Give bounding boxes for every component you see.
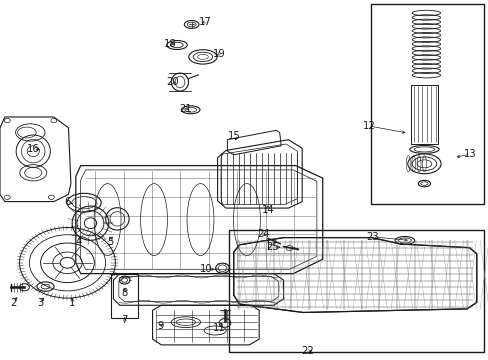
Text: 25: 25	[266, 242, 279, 252]
Text: 22: 22	[301, 346, 314, 356]
Text: 1: 1	[69, 298, 76, 308]
Text: 18: 18	[163, 39, 176, 49]
Text: 11: 11	[212, 323, 225, 333]
Text: 12: 12	[362, 121, 375, 131]
Text: 2: 2	[10, 298, 17, 308]
Bar	[370, 4, 483, 204]
Text: 14: 14	[261, 204, 274, 215]
Text: 24: 24	[256, 229, 269, 239]
Text: 17: 17	[199, 17, 211, 27]
Text: 6: 6	[64, 197, 71, 207]
Text: 23: 23	[366, 232, 378, 242]
Text: 19: 19	[212, 49, 225, 59]
Text: 8: 8	[122, 288, 127, 298]
Text: 15: 15	[228, 131, 241, 141]
Text: 20: 20	[165, 77, 178, 87]
Text: 3: 3	[37, 298, 43, 308]
Bar	[228, 230, 483, 352]
Bar	[111, 274, 138, 318]
Text: 16: 16	[27, 144, 40, 154]
Text: 21: 21	[179, 104, 192, 114]
Text: 9: 9	[157, 321, 163, 331]
Text: 10: 10	[200, 264, 212, 274]
Text: 4: 4	[75, 237, 81, 247]
Text: 13: 13	[463, 149, 476, 159]
Bar	[410, 85, 437, 144]
Text: 5: 5	[106, 237, 113, 247]
Text: 7: 7	[121, 315, 128, 325]
